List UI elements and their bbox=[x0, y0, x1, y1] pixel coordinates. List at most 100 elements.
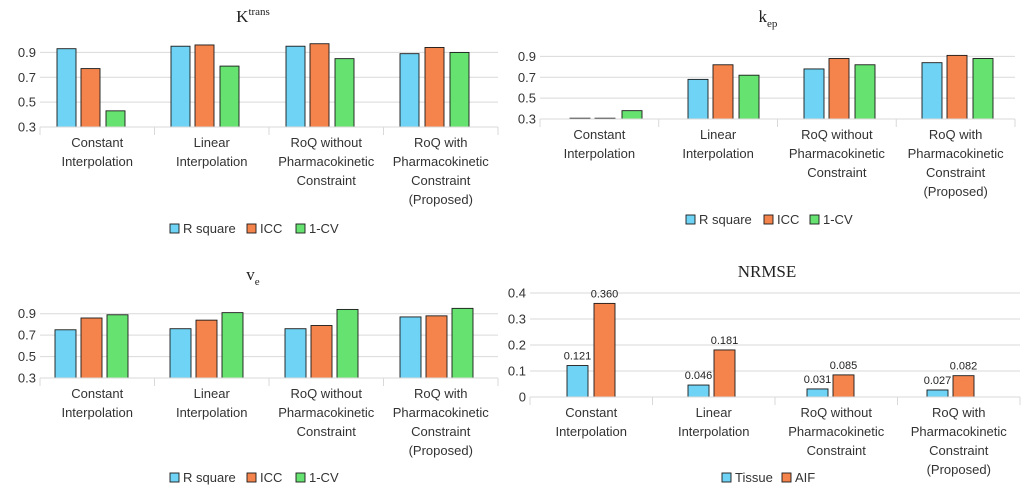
category-label: RoQ without Pharmacokinetic Constraint bbox=[278, 135, 375, 188]
y-tick-label: 0.5 bbox=[518, 91, 536, 106]
category-label-line: Interpolation bbox=[678, 424, 750, 439]
category-label-line: Constraint bbox=[411, 173, 471, 188]
bar-icc bbox=[194, 44, 215, 128]
category-label-line: Constraint bbox=[297, 173, 357, 188]
category-label-line: RoQ with bbox=[929, 127, 982, 142]
bar-aif bbox=[713, 349, 736, 398]
bar-aif bbox=[832, 374, 855, 398]
category-label-line: Linear bbox=[194, 135, 231, 150]
data-label: 0.082 bbox=[950, 361, 978, 373]
bar-1-cv bbox=[105, 110, 126, 128]
bar-r-square bbox=[399, 53, 420, 128]
category-label-line: Constraint bbox=[411, 424, 471, 439]
category-label: RoQ without Pharmacokinetic Constraint bbox=[789, 127, 886, 180]
bar-r-square bbox=[399, 316, 422, 379]
bar-1-cv bbox=[451, 307, 474, 379]
category-label-line: Pharmacokinetic bbox=[911, 424, 1008, 439]
data-label: 0.181 bbox=[711, 335, 739, 347]
bar-1-cv bbox=[221, 312, 244, 379]
category-label-line: Pharmacokinetic bbox=[393, 405, 490, 420]
legend-label: R square bbox=[699, 212, 752, 227]
category-label-line: RoQ without bbox=[290, 135, 362, 150]
category-label-line: Constant bbox=[71, 135, 123, 150]
bar-1-cv bbox=[106, 314, 129, 379]
y-tick-label: 0.1 bbox=[508, 364, 526, 379]
category-label-line: (Proposed) bbox=[409, 443, 473, 458]
category-label: RoQ with Pharmacokinetic Constraint (Propos… bbox=[393, 386, 490, 458]
data-label: 0.360 bbox=[591, 288, 619, 300]
y-tick-label: 0.3 bbox=[508, 312, 526, 327]
bar-1-cv bbox=[854, 64, 876, 120]
legend-swatch bbox=[169, 472, 180, 483]
legend-swatch bbox=[169, 223, 180, 234]
legend-swatch bbox=[763, 214, 774, 225]
legend-label: R square bbox=[183, 221, 236, 236]
category-label-line: Interpolation bbox=[555, 424, 627, 439]
category-label-line: (Proposed) bbox=[923, 184, 987, 199]
category-label-line: Interpolation bbox=[61, 405, 133, 420]
chart-title: NRMSE bbox=[738, 262, 797, 281]
category-label: Constant Interpolation bbox=[61, 386, 133, 420]
legend-label: 1-CV bbox=[823, 212, 853, 227]
category-label-line: Constraint bbox=[807, 443, 867, 458]
y-tick-label: 0.9 bbox=[18, 45, 36, 60]
bar-r-square bbox=[54, 329, 77, 379]
bar-1-cv bbox=[972, 58, 994, 120]
category-label-line: (Proposed) bbox=[409, 192, 473, 207]
category-label-line: Constraint bbox=[929, 443, 989, 458]
bar-1-cv bbox=[336, 308, 359, 379]
category-label: RoQ with Pharmacokinetic Constraint (Propos… bbox=[393, 135, 490, 207]
y-tick-label: 0.3 bbox=[18, 120, 36, 135]
category-label-line: Constraint bbox=[297, 424, 357, 439]
chart-title-main: K bbox=[236, 7, 249, 26]
bar-icc bbox=[424, 47, 445, 128]
bar-icc bbox=[310, 325, 333, 379]
chart-title-subscript: e bbox=[255, 276, 260, 288]
category-label: RoQ with Pharmacokinetic Constraint (Propos… bbox=[908, 127, 1005, 199]
category-label: Constant Interpolation bbox=[564, 127, 636, 161]
category-label: Linear Interpolation bbox=[176, 386, 248, 420]
bar-icc bbox=[712, 64, 734, 120]
legend-label: R square bbox=[183, 470, 236, 485]
legend-swatch bbox=[295, 223, 306, 234]
legend-swatch bbox=[721, 472, 732, 483]
y-tick-label: 0.4 bbox=[508, 286, 526, 301]
data-label: 0.085 bbox=[830, 360, 858, 372]
legend-label: 1-CV bbox=[309, 221, 339, 236]
bar-r-square bbox=[56, 48, 77, 128]
legend-swatch bbox=[685, 214, 696, 225]
category-label-line: Pharmacokinetic bbox=[278, 405, 375, 420]
y-tick-label: 0 bbox=[519, 390, 526, 405]
category-label: RoQ without Pharmacokinetic Constraint bbox=[788, 405, 885, 458]
category-label-line: RoQ without bbox=[800, 405, 872, 420]
bar-tissue bbox=[806, 388, 829, 398]
legend-label: ICC bbox=[260, 221, 282, 236]
category-label-line: Linear bbox=[696, 405, 733, 420]
category-label-line: Interpolation bbox=[682, 146, 754, 161]
legend-swatch bbox=[781, 472, 792, 483]
bar-r-square bbox=[170, 45, 191, 128]
category-label-line: Constant bbox=[565, 405, 617, 420]
bar-icc bbox=[309, 43, 330, 128]
category-label-line: Linear bbox=[194, 386, 231, 401]
category-label-line: Linear bbox=[700, 127, 737, 142]
y-tick-label: 0.5 bbox=[18, 349, 36, 364]
bar-r-square bbox=[687, 78, 709, 120]
category-label-line: RoQ with bbox=[414, 386, 467, 401]
bar-icc bbox=[828, 58, 850, 120]
legend-swatch bbox=[809, 214, 820, 225]
y-tick-label: 0.3 bbox=[518, 112, 536, 127]
category-label-line: RoQ with bbox=[414, 135, 467, 150]
y-tick-label: 0.9 bbox=[518, 49, 536, 64]
bar-icc bbox=[80, 317, 103, 379]
category-label-line: RoQ with bbox=[932, 405, 985, 420]
chart-title: Ktrans bbox=[236, 6, 270, 26]
chart-4: NRMSE 0.4 0.3 0.2 0.1 0 0.121 0.046 0.031 0.027 0.… bbox=[508, 262, 1021, 485]
legend-swatch bbox=[246, 223, 257, 234]
legend-label: ICC bbox=[777, 212, 799, 227]
category-label-line: Pharmacokinetic bbox=[788, 424, 885, 439]
y-tick-label: 0.3 bbox=[18, 371, 36, 386]
bar-1-cv bbox=[219, 65, 240, 128]
